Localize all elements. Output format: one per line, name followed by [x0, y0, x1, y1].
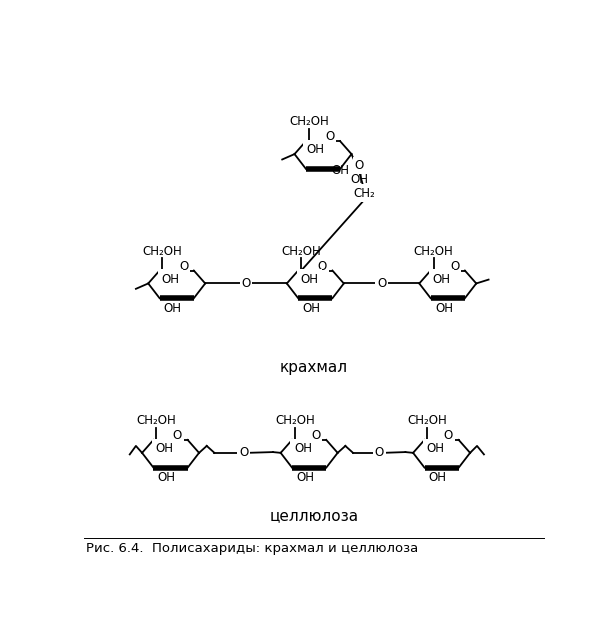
Text: OH: OH — [158, 471, 176, 484]
Text: CH₂OH: CH₂OH — [137, 414, 176, 427]
Text: OH: OH — [156, 442, 173, 455]
Text: крахмал: крахмал — [280, 361, 348, 376]
Text: O: O — [450, 260, 459, 273]
Text: OH: OH — [294, 442, 312, 455]
Text: CH₂: CH₂ — [354, 187, 376, 200]
Text: O: O — [375, 446, 384, 460]
Text: O: O — [377, 277, 386, 290]
Text: OH: OH — [350, 173, 368, 186]
Text: OH: OH — [164, 302, 182, 315]
Text: O: O — [239, 446, 248, 460]
Text: OH: OH — [306, 144, 324, 156]
Text: OH: OH — [331, 164, 349, 177]
Text: CH₂OH: CH₂OH — [275, 414, 315, 427]
Text: OH: OH — [300, 273, 318, 286]
Text: O: O — [444, 429, 453, 442]
Text: OH: OH — [428, 471, 447, 484]
Text: O: O — [173, 429, 182, 442]
Text: CH₂OH: CH₂OH — [414, 245, 454, 258]
Text: O: O — [326, 130, 335, 143]
Text: O: O — [242, 277, 251, 290]
Text: CH₂OH: CH₂OH — [143, 245, 182, 258]
Text: целлюлоза: целлюлоза — [269, 508, 359, 523]
Text: OH: OH — [162, 273, 180, 286]
Text: CH₂OH: CH₂OH — [408, 414, 447, 427]
Text: CH₂OH: CH₂OH — [289, 115, 329, 129]
Text: OH: OH — [427, 442, 444, 455]
Text: CH₂OH: CH₂OH — [281, 245, 321, 258]
Text: O: O — [311, 429, 321, 442]
Text: OH: OH — [435, 302, 453, 315]
Text: O: O — [179, 260, 188, 273]
Text: Рис. 6.4.  Полисахариды: крахмал и целлюлоза: Рис. 6.4. Полисахариды: крахмал и целлюл… — [86, 542, 418, 554]
Text: O: O — [318, 260, 327, 273]
Text: OH: OH — [433, 273, 451, 286]
Text: O: O — [354, 159, 364, 172]
Text: OH: OH — [302, 302, 321, 315]
Text: OH: OH — [296, 471, 314, 484]
